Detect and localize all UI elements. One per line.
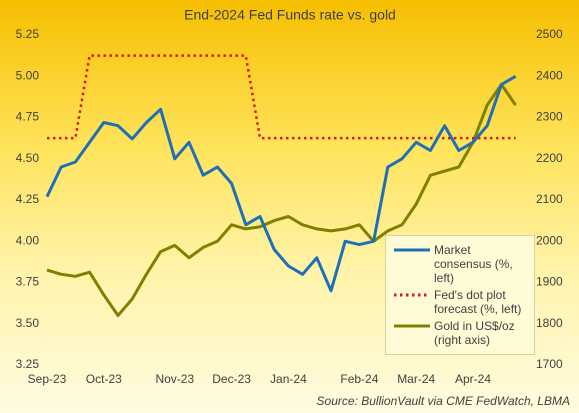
x-tick-label: Jan-24 bbox=[270, 372, 307, 386]
x-tick-label: Nov-23 bbox=[155, 372, 194, 386]
series-line bbox=[46, 83, 517, 317]
y2-tick-label: 2100 bbox=[536, 192, 563, 206]
legend-label: Gold in US$/oz (right axis) bbox=[434, 319, 515, 347]
legend-item: Market consensus (%, left) bbox=[392, 243, 528, 285]
source-note: Source: BullionVault via CME FedWatch, L… bbox=[317, 394, 570, 408]
y-tick-label: 3.50 bbox=[16, 316, 40, 330]
y2-tick-label: 2000 bbox=[536, 233, 563, 247]
y-tick-label: 5.25 bbox=[16, 27, 40, 41]
legend-swatch bbox=[394, 293, 430, 297]
x-tick-label: Apr-24 bbox=[455, 372, 491, 386]
y2-tick-label: 2200 bbox=[536, 151, 563, 165]
y2-tick-label: 1900 bbox=[536, 275, 563, 289]
x-tick-label: Dec-23 bbox=[212, 372, 251, 386]
y-tick-label: 3.75 bbox=[16, 275, 40, 289]
chart-title: End-2024 Fed Funds rate vs. gold bbox=[184, 7, 396, 23]
legend-swatch bbox=[394, 248, 430, 252]
y-tick-label: 4.75 bbox=[16, 110, 40, 124]
series-line bbox=[45, 75, 517, 293]
legend-item: Gold in US$/oz (right axis) bbox=[392, 319, 528, 347]
x-tick-label: Feb-24 bbox=[340, 372, 378, 386]
x-tick-label: Sep-23 bbox=[28, 372, 67, 386]
y2-tick-label: 2500 bbox=[536, 27, 563, 41]
y2-tick-label: 2300 bbox=[536, 110, 563, 124]
legend-item: Fed's dot plot forecast (%, left) bbox=[392, 288, 528, 316]
y-tick-label: 4.25 bbox=[16, 192, 40, 206]
y2-tick-label: 1700 bbox=[536, 357, 563, 371]
y2-tick-label: 1800 bbox=[536, 316, 563, 330]
y-tick-label: 3.25 bbox=[16, 357, 40, 371]
legend: Market consensus (%, left) Fed's dot plot… bbox=[385, 235, 535, 355]
y-tick-label: 4.50 bbox=[16, 151, 40, 165]
y-tick-label: 5.00 bbox=[16, 68, 40, 82]
x-tick-label: Mar-24 bbox=[397, 372, 435, 386]
y2-tick-label: 2400 bbox=[536, 68, 563, 82]
legend-label: Market consensus (%, left) bbox=[434, 243, 513, 285]
legend-swatch bbox=[394, 324, 430, 328]
legend-label: Fed's dot plot forecast (%, left) bbox=[434, 288, 522, 316]
x-tick-label: Oct-23 bbox=[86, 372, 122, 386]
y-tick-label: 4.00 bbox=[16, 233, 40, 247]
